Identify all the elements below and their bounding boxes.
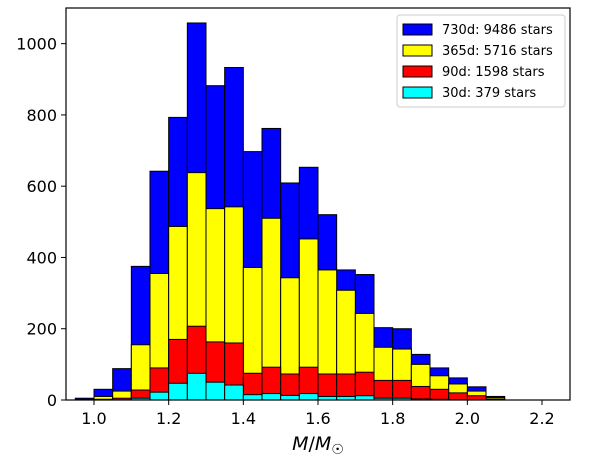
legend: 730d: 9486 stars 365d: 5716 stars 90d: 159… [396,14,566,108]
x-tick-label: 2.0 [455,409,480,428]
legend-label: 30d: 379 stars [442,86,536,101]
bar-series-2-bin-20 [448,392,468,401]
bar-series-2-bin-21 [466,395,487,401]
legend-swatch [402,44,433,57]
x-tick-label: 1.0 [81,409,106,428]
x-tick-label: 1.6 [305,409,330,428]
bar-series-3-bin-6 [186,372,207,401]
y-tick-label: 0 [47,391,57,410]
legend-swatch [402,65,433,78]
y-tick-label: 800 [26,106,57,125]
y-tick-label: 400 [26,248,57,267]
legend-label: 90d: 1598 stars [442,65,545,80]
bar-series-3-bin-10 [261,393,282,401]
bar-series-3-bin-7 [205,381,226,401]
bar-series-2-bin-18 [410,385,431,401]
x-tick-label: 1.8 [380,409,405,428]
bar-series-2-bin-19 [429,388,450,401]
legend-swatch [402,86,433,99]
legend-label: 730d: 9486 stars [442,23,553,38]
y-tick-label: 1000 [16,35,57,54]
y-tick-label: 600 [26,177,57,196]
bar-series-3-bin-4 [149,391,170,401]
legend-box [396,14,566,108]
x-tick-label: 1.2 [156,409,181,428]
x-tick-label: 1.4 [231,409,256,428]
bar-series-3-bin-11 [280,394,300,401]
x-axis-label: M/M☉ [292,433,344,458]
x-axis-ticks: 1.0 1.2 1.4 1.6 1.8 2.0 2.2 [81,400,555,428]
bar-series-2-bin-17 [392,379,412,401]
bar-series-3-bin-9 [242,394,263,401]
legend-label: 365d: 5716 stars [442,44,553,59]
bar-series-2-bin-16 [373,379,394,401]
legend-swatch [402,23,433,36]
y-tick-label: 200 [26,320,57,339]
bars-layer [74,22,506,401]
y-axis-ticks: 0 200 400 600 800 1000 [16,35,66,410]
bar-series-3-bin-5 [168,382,188,401]
bar-series-3-bin-15 [354,395,375,401]
x-tick-label: 2.2 [529,409,554,428]
bar-series-3-bin-8 [224,384,244,401]
bar-series-3-bin-12 [298,393,319,401]
